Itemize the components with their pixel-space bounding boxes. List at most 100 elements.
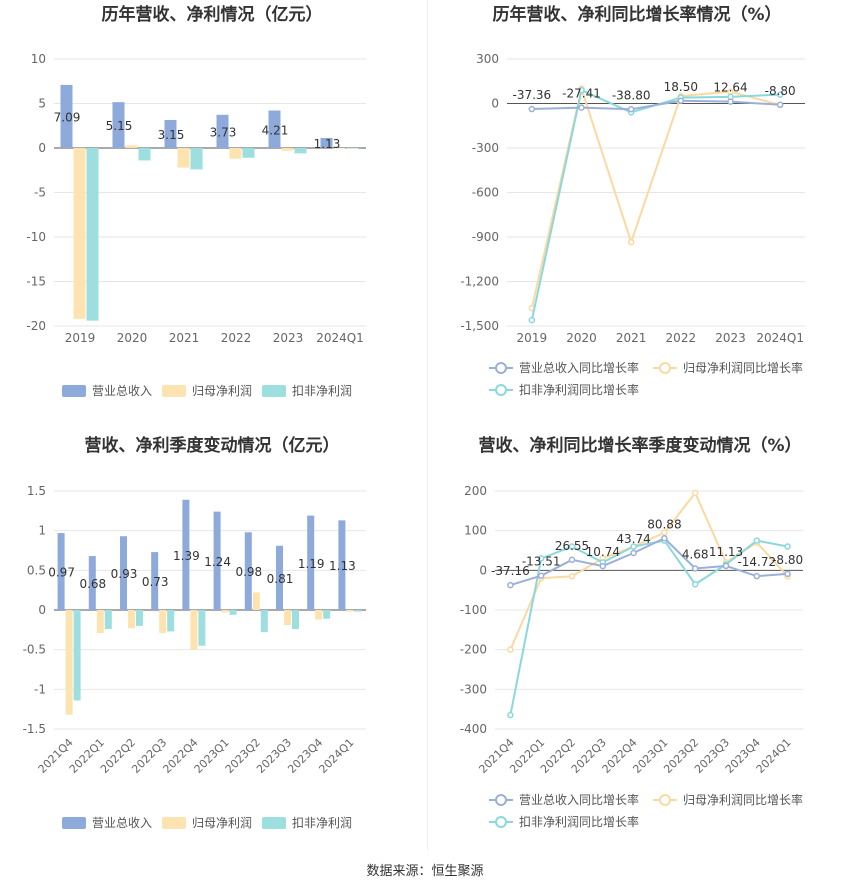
y-tick-label: -1,500 <box>460 319 499 333</box>
point-0-2023Q3 <box>722 562 730 570</box>
data-label: -8.80 <box>772 553 803 567</box>
bar-1-2023Q3 <box>284 610 291 626</box>
legend-swatch-2 <box>262 385 286 397</box>
data-label: -8.80 <box>765 84 796 98</box>
y-tick-label: 0.5 <box>27 563 46 577</box>
y-tick-label: 10 <box>31 52 46 66</box>
point-0-2022Q1 <box>537 572 545 579</box>
panel-divider <box>427 0 428 850</box>
data-label: 26.55 <box>555 539 589 553</box>
data-label: 0.93 <box>111 567 138 581</box>
point-0-2022Q4 <box>630 549 637 557</box>
y-tick-label: 300 <box>476 52 499 66</box>
legend-label-0: 营业总收入 <box>92 384 152 398</box>
point-0-2019 <box>528 105 536 113</box>
legend-label-1: 归母净利润同比增长率 <box>683 792 803 807</box>
bar-0-2021 <box>164 119 177 148</box>
y-tick-label: -10 <box>26 230 46 244</box>
bar-2-2023Q4 <box>323 610 331 619</box>
legend-swatch-2 <box>262 817 286 829</box>
bar-0-2022 <box>216 114 229 148</box>
bar-0-2020 <box>112 102 125 148</box>
data-label: -37.16 <box>491 564 530 578</box>
series-line-2 <box>530 88 781 321</box>
annual-bar-chart-svg: 历年营收、净利情况（亿元） 10 5 0 -5 -10 -15 -20 2019 2020 2021… <box>26 4 366 398</box>
point-2-2023Q2 <box>691 580 699 588</box>
bar-1-2019 <box>73 148 86 319</box>
point-1-2023Q2 <box>691 489 699 497</box>
data-label: -38.80 <box>612 88 651 102</box>
y-tick-label: -600 <box>472 186 499 200</box>
data-label: 4.21 <box>262 123 289 137</box>
point-2-2022Q1 <box>537 555 545 562</box>
bar-2-2020 <box>138 148 151 161</box>
bar-1-2022Q4 <box>190 610 198 650</box>
bar-2-2022 <box>242 148 255 158</box>
bar-0-2023 <box>268 110 281 148</box>
x-tick-label: 2019 <box>517 331 548 345</box>
legend-label-0: 营业总收入同比增长率 <box>519 360 639 375</box>
bar-2-2023Q2 <box>260 610 268 633</box>
chart-title: 营收、净利季度变动情况（亿元） <box>85 435 340 456</box>
bar-1-2023 <box>281 148 294 151</box>
annual-line-chart-svg: 历年营收、净利同比增长率情况（%） 300 0 -300 -600 -900 -1,200 -… <box>460 4 805 397</box>
y-tick-label: -1 <box>34 682 46 696</box>
point-2-2024Q1 <box>776 91 784 98</box>
data-label: -37.36 <box>512 88 551 102</box>
x-tick-label: 2021 <box>616 331 647 345</box>
data-label: 0.97 <box>48 566 75 580</box>
bar-1-2023Q2 <box>252 592 260 610</box>
y-tick-label: -15 <box>26 275 46 289</box>
data-label: 0.73 <box>142 575 169 589</box>
y-tick-label: -200 <box>460 643 487 657</box>
legend-label-1: 归母净利润 <box>192 384 252 398</box>
bar-2-2021Q4 <box>73 610 81 701</box>
data-label: 1.24 <box>204 555 231 569</box>
series-line-0 <box>510 537 788 587</box>
chart-annual-growth-rate: 历年营收、净利同比增长率情况（%） 300 0 -300 -600 -900 -1,200 -… <box>425 0 850 430</box>
data-label: 1.19 <box>298 557 325 571</box>
series-line-0 <box>531 99 781 111</box>
legend-swatch-1 <box>162 385 186 397</box>
data-label: 11.13 <box>709 545 743 559</box>
data-label: 5.15 <box>106 119 133 133</box>
bar-2-2023 <box>294 148 307 154</box>
y-tick-label: 1.5 <box>27 484 46 498</box>
x-tick-label: 2022 <box>221 331 252 345</box>
bar-1-2023Q1 <box>221 610 229 613</box>
y-tick-label: -900 <box>472 230 499 244</box>
point-2-2023Q4 <box>753 537 761 544</box>
x-tick-label: 2022 <box>666 331 697 345</box>
legend-label-2: 扣非净利润同比增长率 <box>519 814 639 829</box>
point-1-2021 <box>627 238 635 246</box>
data-label: -14.72 <box>737 555 776 569</box>
bar-1-2023Q4 <box>315 610 323 620</box>
bar-0-2022Q3 <box>151 552 159 610</box>
y-tick-label: 200 <box>464 484 487 498</box>
legend-swatch-0 <box>62 817 86 829</box>
legend-swatch-0 <box>62 385 86 397</box>
y-tick-label: 0 <box>491 97 499 111</box>
bar-0-2023Q3 <box>276 545 283 610</box>
data-label: 7.09 <box>54 110 81 124</box>
y-tick-label: 1 <box>38 524 46 538</box>
data-label: 18.50 <box>664 80 698 94</box>
data-label: 0.81 <box>267 572 294 586</box>
bar-0-2022Q4 <box>182 499 190 610</box>
series-line-2 <box>509 539 788 716</box>
data-label: 0.68 <box>79 577 106 591</box>
legend-label-2: 扣非净利润 <box>292 816 352 830</box>
bar-0-2023Q2 <box>244 532 252 610</box>
bar-1-2024Q1 <box>346 610 354 612</box>
x-tick-label: 2024Q1 <box>756 331 804 345</box>
bar-1-2021Q4 <box>65 610 73 715</box>
bar-2-2022Q3 <box>167 610 175 632</box>
bar-2-2022Q4 <box>198 610 206 646</box>
legend-label-2: 扣非净利润同比增长率 <box>519 382 639 397</box>
bar-1-2020 <box>125 145 138 148</box>
data-label: 4.68 <box>682 547 709 561</box>
legend-marker-0 <box>495 794 507 806</box>
data-label: 3.15 <box>158 128 185 142</box>
point-1-2021Q4 <box>507 646 514 653</box>
y-tick-label: -100 <box>460 603 487 617</box>
